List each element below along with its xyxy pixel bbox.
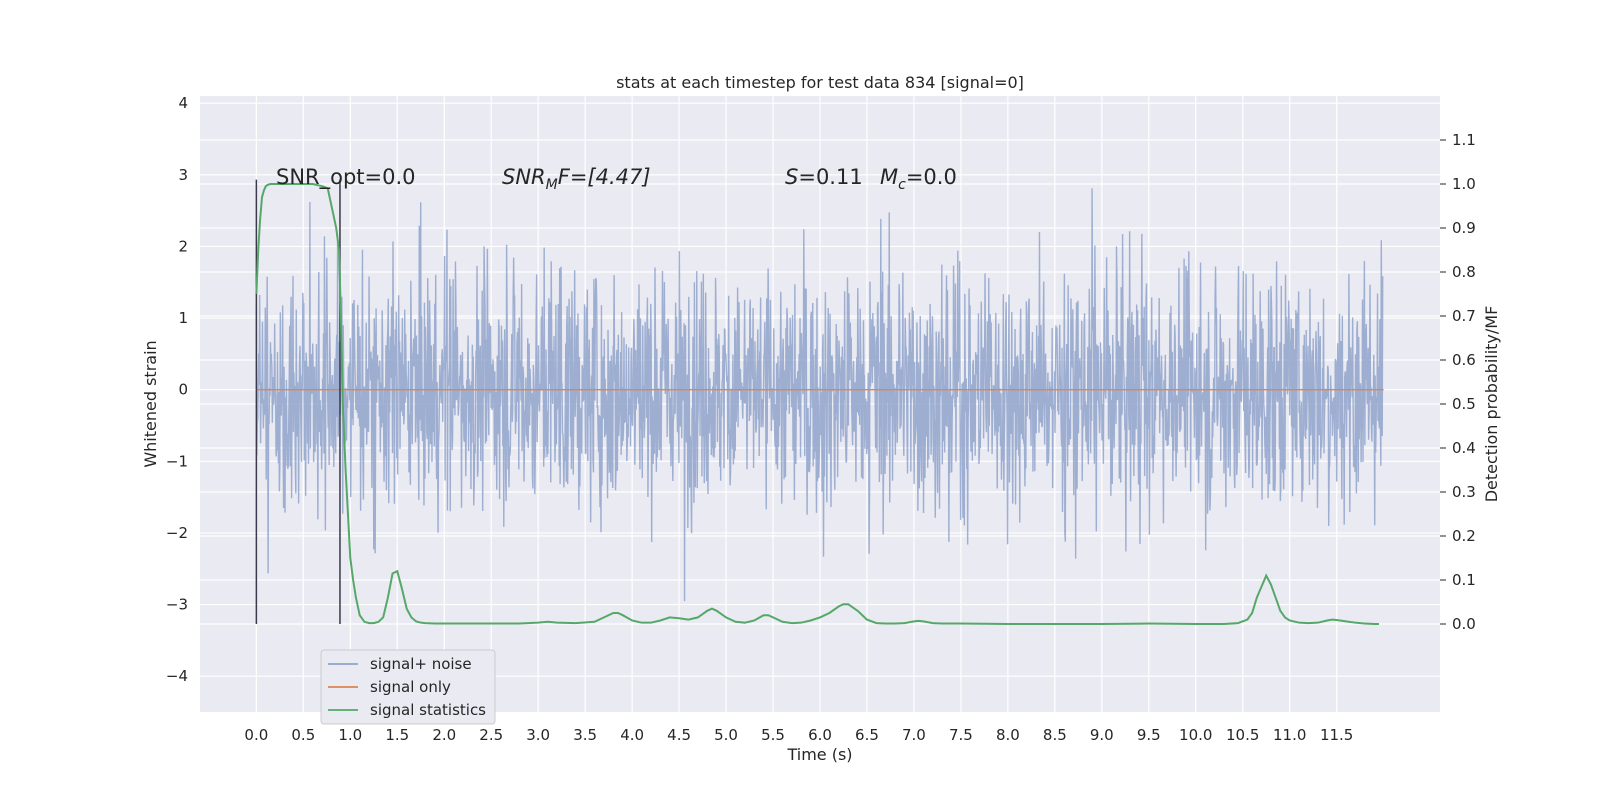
x-tick-label-11: 5.5 — [761, 726, 785, 744]
chart-title: stats at each timestep for test data 834… — [616, 73, 1024, 92]
x-tick-label-12: 6.0 — [808, 726, 832, 744]
x-tick-label-10: 5.0 — [714, 726, 738, 744]
y2-tick-label-5: 0.5 — [1452, 395, 1476, 413]
y-tick-label-8: 4 — [178, 94, 188, 112]
y2-tick-label-1: 0.1 — [1452, 571, 1476, 589]
y-axis-ticks: −4 −3 −2 −1 0 1 2 3 4 — [166, 94, 188, 685]
legend-label-noise: signal+ noise — [370, 655, 472, 673]
y2-tick-label-6: 0.6 — [1452, 351, 1476, 369]
y-tick-label-5: 1 — [178, 309, 188, 327]
legend-label-signal: signal only — [370, 678, 451, 696]
x-tick-label-3: 1.5 — [385, 726, 409, 744]
y-tick-label-6: 2 — [178, 237, 188, 255]
x-tick-label-5: 2.5 — [479, 726, 503, 744]
y-axis-label: Whitened strain — [141, 340, 160, 467]
x-tick-label-21: 10.5 — [1226, 726, 1259, 744]
y2-tick-label-9: 0.9 — [1452, 219, 1476, 237]
x-tick-label-20: 10.0 — [1179, 726, 1212, 744]
y2-tick-label-2: 0.2 — [1452, 527, 1476, 545]
annotation-mc-sub: c — [898, 177, 906, 193]
x-tick-label-19: 9.5 — [1137, 726, 1161, 744]
annotation-snr-opt: SNR_opt=0.0 — [276, 165, 416, 190]
series-signal-noise — [255, 188, 1384, 602]
y-tick-label-3: −1 — [166, 452, 188, 470]
y-tick-label-1: −3 — [166, 596, 188, 614]
y-tick-label-0: −4 — [166, 667, 188, 685]
annotation-s-label: S — [785, 165, 798, 189]
x-tick-label-2: 1.0 — [338, 726, 362, 744]
annotation-s-value: =0.11 — [798, 165, 862, 189]
annotation-snr-mf: SNRMF=[4.47] — [502, 165, 651, 193]
x-tick-label-4: 2.0 — [432, 726, 456, 744]
x-tick-label-23: 11.5 — [1320, 726, 1353, 744]
y2-tick-label-10: 1.0 — [1452, 175, 1476, 193]
y2-tick-label-7: 0.7 — [1452, 307, 1476, 325]
y2-tick-label-0: 0.0 — [1452, 615, 1476, 633]
x-tick-label-0: 0.0 — [244, 726, 268, 744]
legend-box — [320, 649, 496, 725]
x-tick-label-9: 4.5 — [667, 726, 691, 744]
x-tick-label-18: 9.0 — [1090, 726, 1114, 744]
x-tick-label-8: 4.0 — [620, 726, 644, 744]
y2-tick-label-3: 0.3 — [1452, 483, 1476, 501]
annotation-s: S=0.11 — [785, 165, 863, 189]
y-tick-label-2: −2 — [166, 524, 188, 542]
annotation-mc: Mc=0.0 — [880, 165, 957, 193]
x-tick-label-1: 0.5 — [291, 726, 315, 744]
x-tick-label-22: 11.0 — [1273, 726, 1306, 744]
x-tick-label-15: 7.5 — [949, 726, 973, 744]
series-signal-statistics — [255, 183, 1379, 625]
x-axis-label: Time (s) — [786, 745, 852, 764]
y2-tick-label-8: 0.8 — [1452, 263, 1476, 281]
y-tick-label-7: 3 — [178, 166, 188, 184]
y2-tick-label-4: 0.4 — [1452, 439, 1476, 457]
y2-axis-ticks: 0.0 0.1 0.2 0.3 0.4 0.5 0.6 0.7 0.8 0.9 1.0 1.1 — [1440, 131, 1476, 633]
x-tick-label-17: 8.5 — [1043, 726, 1067, 744]
legend-label-statistics: signal statistics — [370, 701, 486, 719]
noise-line — [255, 188, 1384, 602]
x-tick-label-13: 6.5 — [855, 726, 879, 744]
y2-tick-label-11: 1.1 — [1452, 131, 1476, 149]
annotation-mc-value: =0.0 — [906, 165, 957, 189]
annotation-snr-mf-rest: F=[4.47] — [558, 165, 651, 189]
annotation-mc-label: M — [880, 165, 898, 189]
x-tick-label-7: 3.5 — [573, 726, 597, 744]
signal-statistics-line — [255, 183, 1379, 625]
legend: signal+ noise signal only signal statist… — [320, 649, 496, 725]
x-tick-label-14: 7.0 — [902, 726, 926, 744]
y2-axis-label: Detection probability/MF — [1482, 306, 1501, 503]
annotation-snr-mf-label: SNR — [502, 165, 546, 189]
x-axis-ticks: 0.0 0.5 1.0 1.5 2.0 2.5 3.0 3.5 4.0 4.5 5.0 5.5 6.0 6… — [244, 726, 1353, 744]
x-tick-label-6: 3.0 — [526, 726, 550, 744]
y-tick-label-4: 0 — [178, 381, 188, 399]
annotation-snr-mf-sub: M — [546, 177, 558, 193]
x-tick-label-16: 8.0 — [996, 726, 1020, 744]
